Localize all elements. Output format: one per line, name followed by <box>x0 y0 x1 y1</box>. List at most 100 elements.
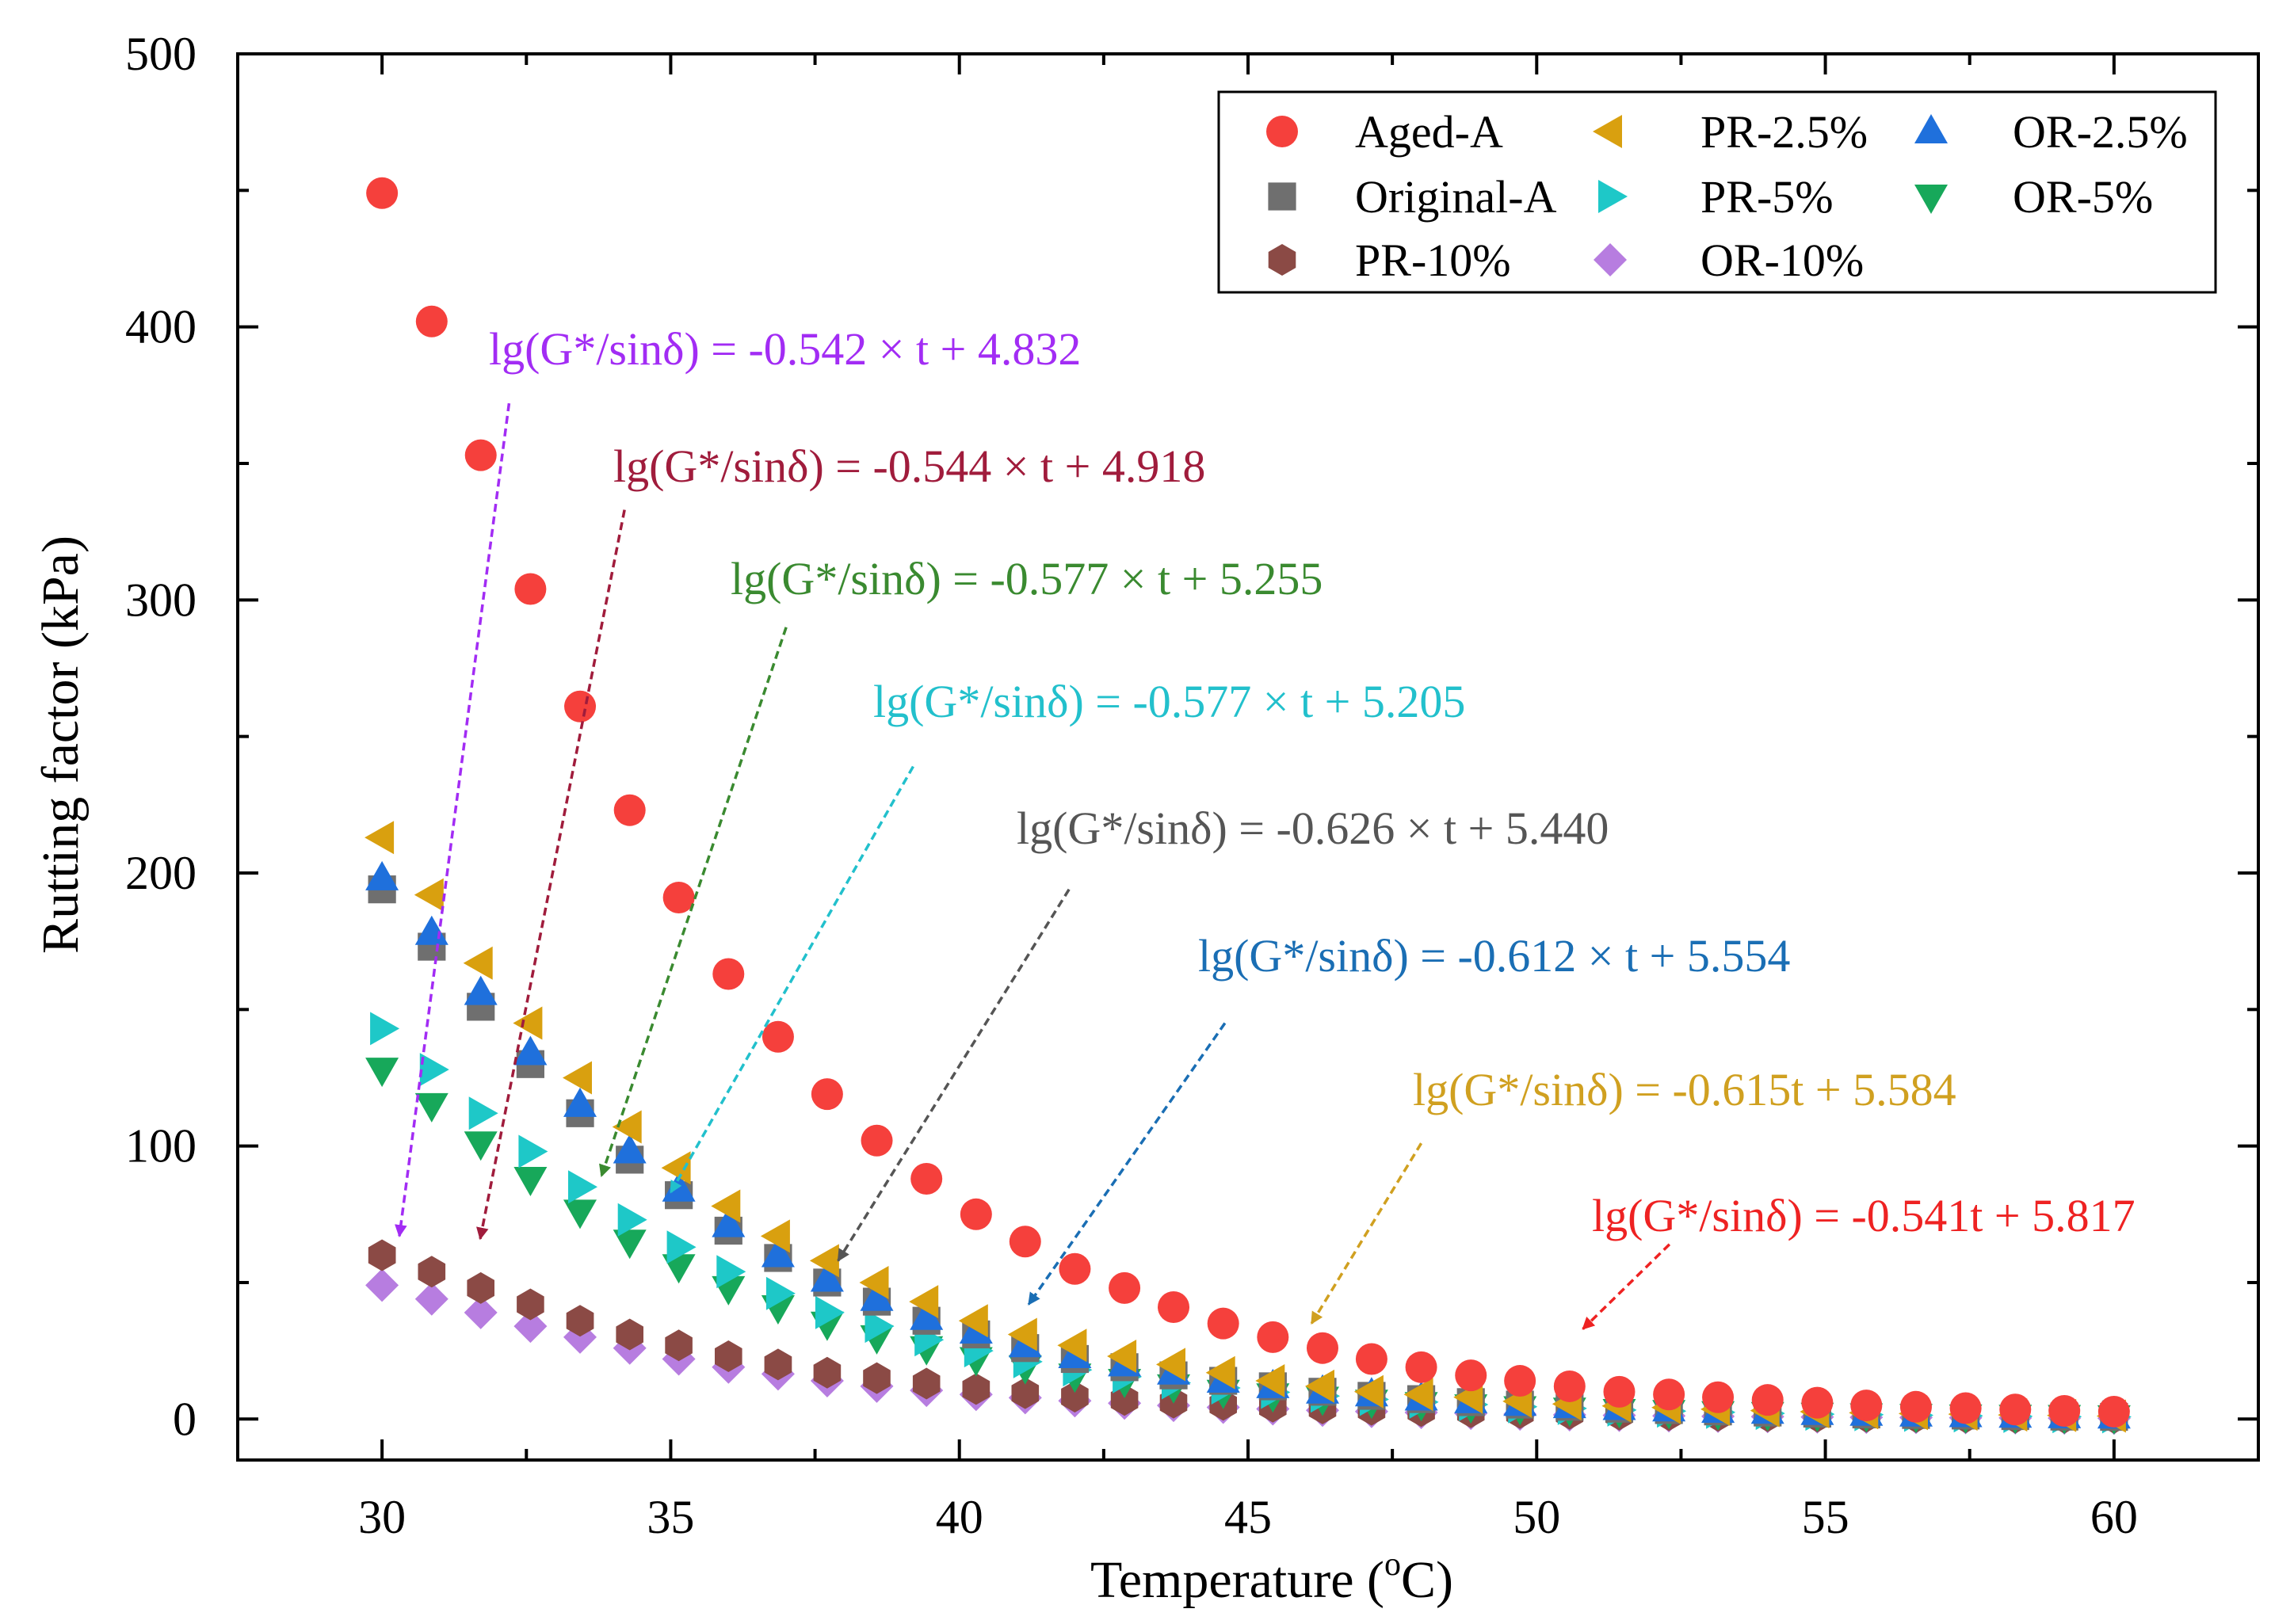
series-aged-a <box>366 177 2130 1428</box>
x-tick-label: 40 <box>936 1491 983 1543</box>
data-point-pr-10 <box>962 1373 991 1405</box>
data-point-pr-5 <box>518 1134 548 1168</box>
y-axis-title: Rutting factor (kPa) <box>32 536 90 954</box>
legend-label: PR-2.5% <box>1700 106 1868 158</box>
y-tick-label: 100 <box>125 1120 197 1172</box>
data-point-or-10 <box>365 1268 399 1302</box>
data-point-aged-a <box>514 573 547 605</box>
data-point-or-5 <box>563 1199 597 1229</box>
data-point-aged-a <box>1109 1271 1141 1304</box>
data-point-pr-10 <box>764 1348 792 1381</box>
data-point-or-2-5 <box>464 975 498 1005</box>
data-point-aged-a <box>1405 1351 1437 1383</box>
legend-marker <box>1594 243 1627 276</box>
data-point-or-5 <box>613 1229 647 1260</box>
legend-label: Aged-A <box>1355 106 1503 158</box>
data-point-pr-10 <box>566 1305 594 1337</box>
legend-marker <box>1268 182 1296 211</box>
data-point-pr-2-5 <box>1305 1369 1334 1403</box>
fit-arrow <box>1582 1243 1671 1330</box>
data-point-aged-a <box>415 305 448 337</box>
data-point-or-2-5 <box>860 1281 894 1311</box>
legend-label: OR-10% <box>1700 234 1864 286</box>
data-point-pr-2-5 <box>1107 1340 1137 1373</box>
data-point-aged-a <box>1306 1332 1338 1364</box>
x-tick-label: 55 <box>1802 1491 1849 1543</box>
data-point-or-5 <box>365 1058 399 1088</box>
fit-arrow <box>476 509 626 1241</box>
data-point-pr-10 <box>665 1329 693 1362</box>
data-point-aged-a <box>1553 1370 1586 1402</box>
data-point-aged-a <box>1504 1365 1536 1397</box>
fit-arrow <box>837 888 1071 1262</box>
fit-equation: lg(G*/sinδ) = -0.612 × t + 5.554 <box>1198 930 1790 982</box>
data-point-or-2-5 <box>563 1087 597 1117</box>
data-point-pr-2-5 <box>1353 1374 1384 1409</box>
x-tick-label: 60 <box>2090 1491 2138 1543</box>
data-point-pr-2-5 <box>612 1110 642 1144</box>
data-point-pr-10 <box>616 1318 643 1351</box>
data-point-or-10 <box>414 1282 448 1316</box>
data-point-aged-a <box>1059 1252 1091 1285</box>
data-point-or-5 <box>513 1167 548 1196</box>
x-tick-label: 45 <box>1224 1491 1272 1543</box>
data-point-aged-a <box>366 177 399 209</box>
legend-marker <box>1914 185 1948 214</box>
data-point-aged-a <box>960 1198 992 1230</box>
data-point-aged-a <box>811 1078 843 1111</box>
data-point-aged-a <box>464 439 497 471</box>
data-point-pr-2-5 <box>365 821 395 855</box>
legend-label: Original-A <box>1355 171 1557 223</box>
data-point-pr-2-5 <box>661 1151 691 1185</box>
data-point-or-10 <box>513 1309 548 1344</box>
fit-equation: lg(G*/sinδ) = -0.577 × t + 5.205 <box>873 676 1465 727</box>
x-tick-label: 30 <box>358 1491 406 1543</box>
data-point-pr-2-5 <box>563 1061 592 1095</box>
data-point-or-2-5 <box>910 1300 944 1330</box>
data-point-aged-a <box>2048 1394 2081 1427</box>
data-point-or-2-5 <box>513 1035 548 1066</box>
x-axis-title-tail: C) <box>1401 1551 1453 1609</box>
data-point-pr-2-5 <box>809 1244 839 1278</box>
data-point-pr-10 <box>368 1239 396 1271</box>
data-point-pr-5 <box>419 1053 449 1087</box>
data-point-pr-2-5 <box>760 1219 790 1253</box>
y-tick-label: 0 <box>173 1393 197 1445</box>
data-point-pr-5 <box>617 1203 647 1237</box>
legend-marker <box>1598 180 1628 213</box>
data-point-pr-2-5 <box>1255 1364 1285 1397</box>
data-point-or-10 <box>464 1295 498 1329</box>
data-point-aged-a <box>1207 1307 1239 1340</box>
fit-equation: lg(G*/sinδ) = -0.542 × t + 4.832 <box>489 323 1081 375</box>
data-point-aged-a <box>1603 1375 1636 1408</box>
data-point-or-2-5 <box>712 1207 746 1237</box>
data-point-aged-a <box>712 958 745 990</box>
data-point-pr-5 <box>468 1096 498 1130</box>
legend-marker <box>1593 115 1622 148</box>
data-point-aged-a <box>1801 1386 1834 1419</box>
data-point-pr-10 <box>517 1288 544 1321</box>
data-point-pr-2-5 <box>1403 1378 1433 1412</box>
data-point-pr-10 <box>467 1271 494 1304</box>
x-tick-label: 50 <box>1513 1491 1560 1543</box>
data-point-aged-a <box>564 690 597 722</box>
data-point-aged-a <box>1999 1393 2032 1426</box>
data-point-pr-2-5 <box>711 1189 741 1223</box>
fit-arrow <box>395 402 511 1237</box>
fit-arrow <box>1310 1142 1423 1325</box>
data-point-pr-5 <box>716 1255 746 1289</box>
data-point-pr-10 <box>1011 1377 1040 1409</box>
data-point-aged-a <box>1158 1290 1190 1323</box>
data-point-aged-a <box>2097 1395 2130 1428</box>
data-point-aged-a <box>1455 1359 1487 1392</box>
data-point-aged-a <box>1751 1384 1784 1416</box>
fit-arrow <box>1027 1022 1227 1306</box>
axis-frame <box>236 52 2260 1462</box>
data-point-aged-a <box>1949 1392 1982 1424</box>
fit-annotations: lg(G*/sinδ) = -0.542 × t + 4.832 lg(G*/si… <box>395 323 2136 1330</box>
legend-label: PR-5% <box>1700 171 1834 223</box>
data-point-or-5 <box>414 1092 448 1123</box>
data-point-pr-5 <box>865 1309 895 1344</box>
data-point-or-2-5 <box>613 1134 647 1164</box>
